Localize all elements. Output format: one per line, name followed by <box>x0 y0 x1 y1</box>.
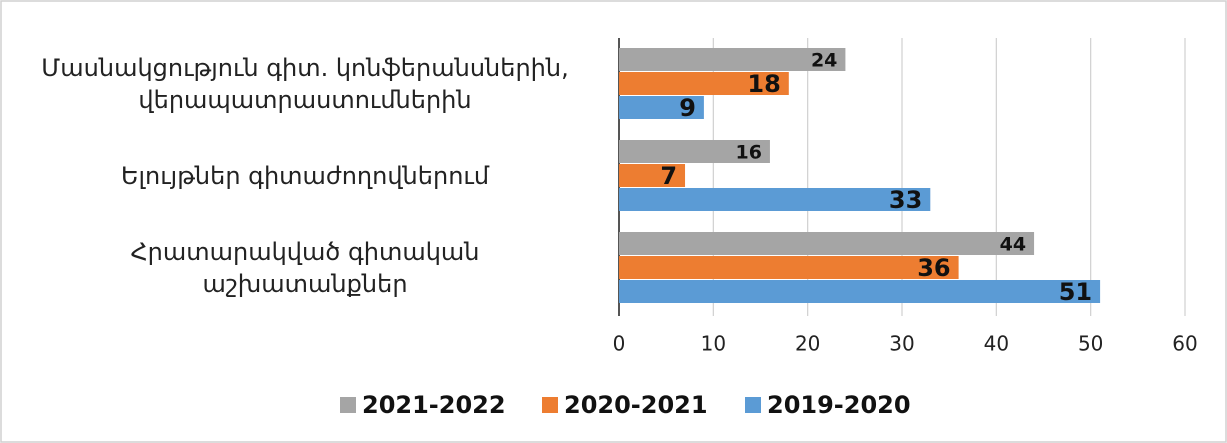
data-label: 16 <box>735 142 761 164</box>
x-tick-label: 30 <box>889 332 914 356</box>
y-tick-label: Մասնակցություն գիտ. կոնֆերանսներին, վերա… <box>41 54 569 114</box>
x-tick-label: 50 <box>1078 332 1103 356</box>
bar <box>619 232 1035 255</box>
data-label: 44 <box>1000 234 1026 256</box>
data-label: 18 <box>747 70 780 98</box>
legend-label: 2020-2021 <box>564 391 708 419</box>
data-label: 36 <box>917 254 950 282</box>
legend-swatch <box>745 397 761 413</box>
bar <box>619 72 789 95</box>
data-label: 33 <box>889 186 922 214</box>
bar <box>619 164 686 187</box>
data-label: 51 <box>1059 278 1092 306</box>
bar <box>619 48 846 71</box>
data-label: 9 <box>679 94 696 122</box>
bar <box>619 140 770 163</box>
y-tick-label: Ելույթներ գիտաժողովներում <box>120 162 490 190</box>
bar <box>619 256 959 279</box>
bar <box>619 280 1101 303</box>
x-tick-label: 40 <box>984 332 1009 356</box>
bar <box>619 96 704 119</box>
data-label: 7 <box>660 162 677 190</box>
x-tick-label: 10 <box>701 332 726 356</box>
legend-swatch <box>340 397 356 413</box>
x-tick-label: 0 <box>613 332 626 356</box>
legend-swatch <box>542 397 558 413</box>
x-tick-label: 20 <box>795 332 820 356</box>
data-label: 24 <box>811 50 837 72</box>
bar <box>619 188 931 211</box>
legend-label: 2019-2020 <box>767 391 911 419</box>
x-tick-label: 60 <box>1172 332 1197 356</box>
legend-label: 2021-2022 <box>362 391 506 419</box>
y-tick-label: Հրատարակված գիտական աշխատանքներ <box>130 238 480 298</box>
